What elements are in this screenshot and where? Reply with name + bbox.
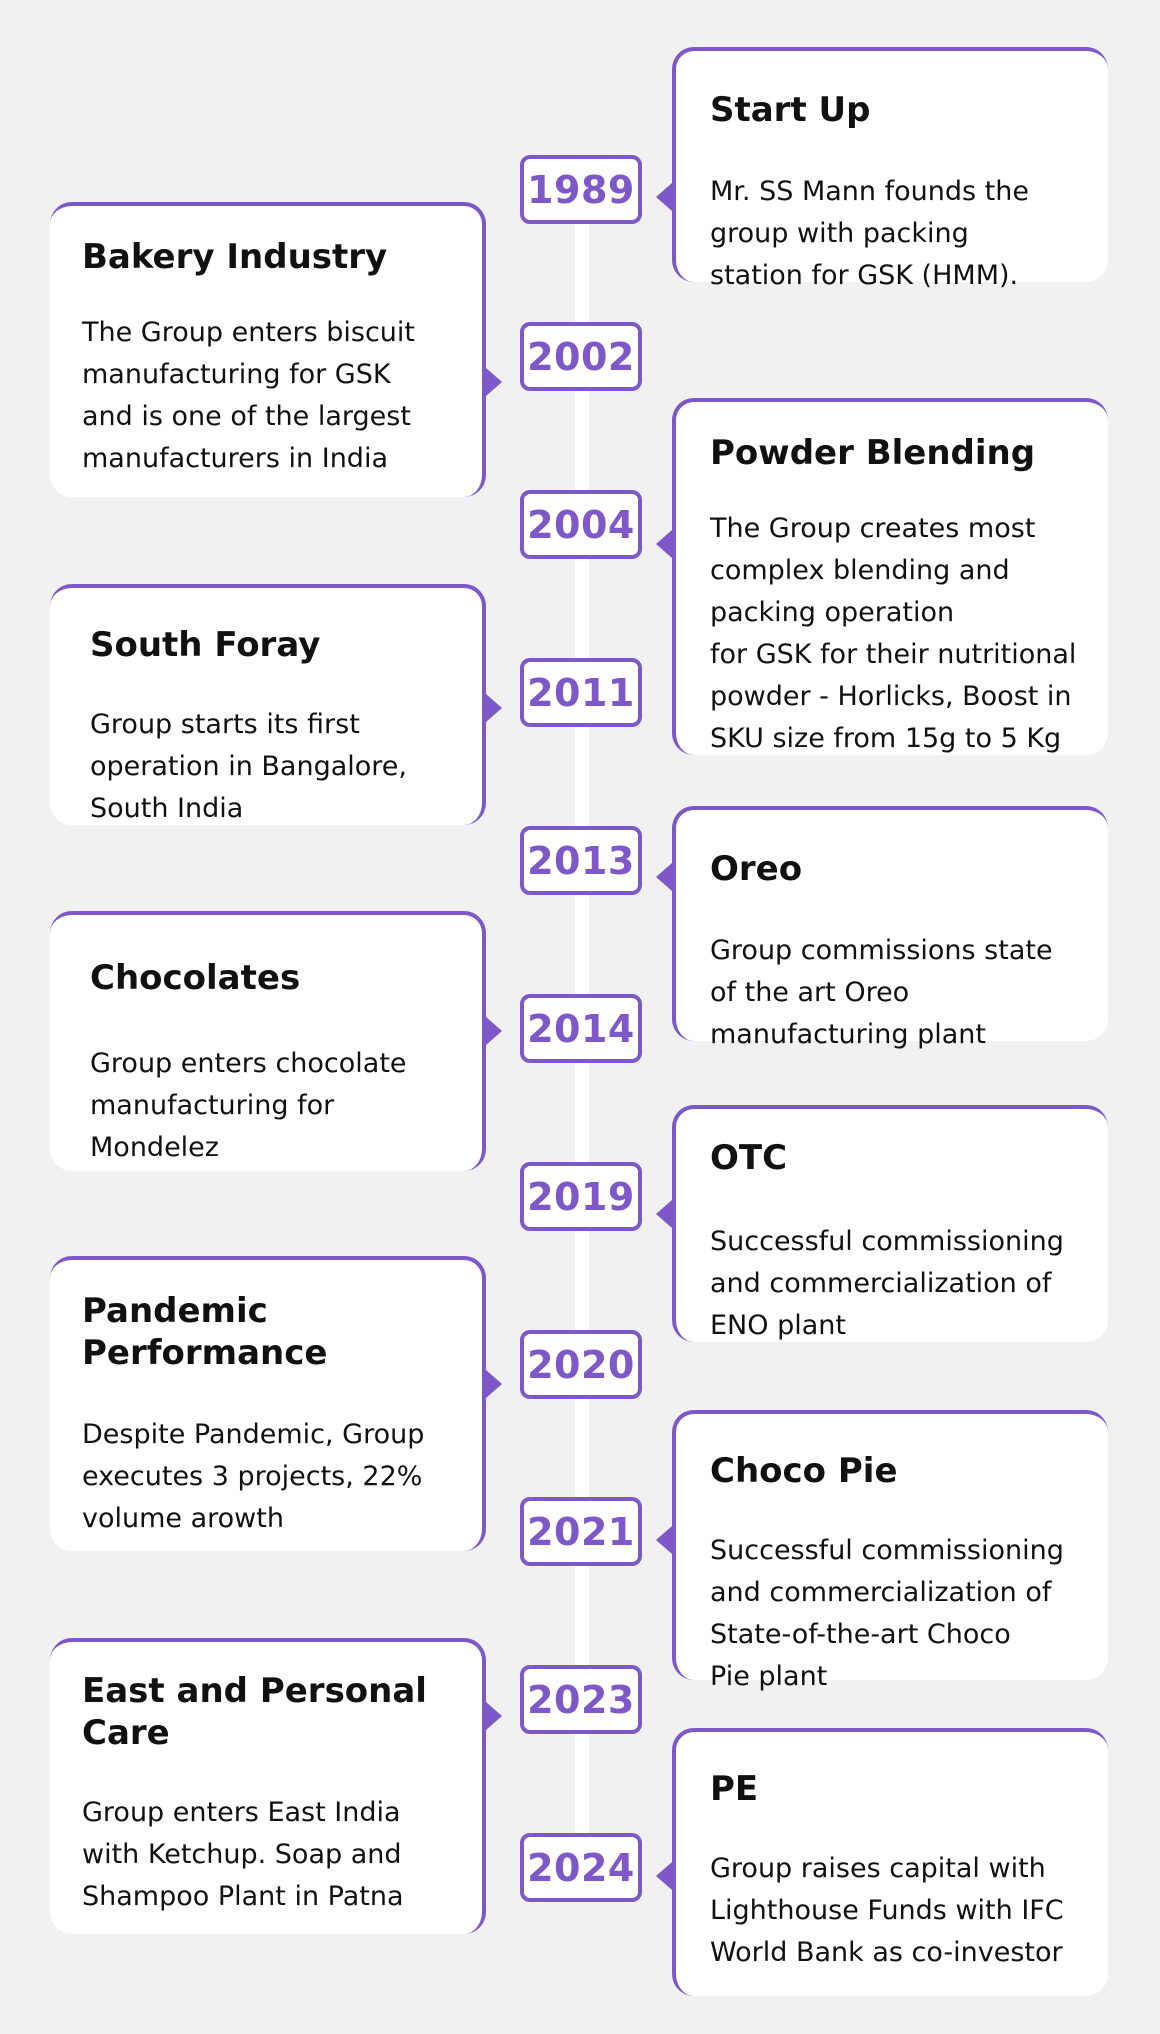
- milestone-card: Chocolates Group enters chocolate manufac…: [50, 911, 502, 1171]
- milestone-card: Oreo Group commissions state of the art O…: [656, 806, 1108, 1050]
- milestone-title: South Foray: [90, 625, 321, 665]
- milestone-title: PE: [710, 1769, 759, 1809]
- pointer-arrow-icon: [656, 1200, 672, 1228]
- milestone-title: Pandemic Performance: [82, 1291, 328, 1373]
- pointer-arrow-icon: [486, 694, 502, 722]
- milestone-title: OTC: [710, 1138, 788, 1178]
- milestone-description: Mr. SS Mann founds the group with packin…: [710, 176, 1029, 291]
- year-badge: 2024: [520, 1833, 642, 1902]
- pointer-arrow-icon: [486, 1702, 502, 1730]
- year-badge: 2019: [520, 1162, 642, 1231]
- milestone-title: Bakery Industry: [82, 237, 388, 277]
- pointer-arrow-icon: [486, 368, 502, 396]
- milestone-title: Chocolates: [90, 958, 301, 998]
- milestone-title: Start Up: [710, 90, 871, 130]
- pointer-arrow-icon: [656, 1526, 672, 1554]
- milestone-card: East and Personal Care Group enters East …: [50, 1638, 502, 1934]
- year-badge: 2014: [520, 994, 642, 1063]
- milestone-description: The Group enters biscuit manufacturing f…: [82, 317, 416, 474]
- pointer-arrow-icon: [486, 1017, 502, 1045]
- milestone-card: Bakery Industry The Group enters biscuit …: [50, 202, 502, 497]
- milestone-card: Pandemic Performance Despite Pandemic, Gr…: [50, 1256, 502, 1551]
- milestone-card: PE Group raises capital with Lighthouse F…: [656, 1728, 1108, 1996]
- year-badge: 2004: [520, 490, 642, 559]
- year-badge: 2023: [520, 1665, 642, 1734]
- milestone-description: The Group creates most complex blending …: [710, 513, 1077, 754]
- pointer-arrow-icon: [656, 1862, 672, 1890]
- milestone-card: Powder Blending The Group creates most co…: [656, 398, 1108, 755]
- milestone-description: Successful commissioning and commerciali…: [710, 1226, 1064, 1341]
- pointer-arrow-icon: [656, 183, 672, 211]
- milestone-title: East and Personal Care: [82, 1671, 427, 1753]
- milestone-description: Despite Pandemic, Group executes 3 proje…: [82, 1419, 425, 1534]
- milestone-card: Choco Pie Successful commissioning and co…: [656, 1410, 1108, 1692]
- pointer-arrow-icon: [486, 1370, 502, 1398]
- milestone-description: Group commissions state of the art Oreo …: [710, 935, 1053, 1050]
- milestone-card: Start Up Mr. SS Mann founds the group wit…: [656, 47, 1108, 291]
- milestone-description: Group enters chocolate manufacturing for…: [90, 1048, 407, 1163]
- year-badge: 1989: [520, 155, 642, 224]
- pointer-arrow-icon: [656, 863, 672, 891]
- milestone-title: Choco Pie: [710, 1451, 898, 1491]
- milestone-description: Successful commissioning and commerciali…: [710, 1535, 1064, 1692]
- milestone-card: OTC Successful commissioning and commerci…: [656, 1105, 1108, 1342]
- milestone-description: Group raises capital with Lighthouse Fun…: [710, 1853, 1064, 1968]
- year-badge: 2021: [520, 1497, 642, 1566]
- pointer-arrow-icon: [656, 530, 672, 558]
- year-badge: 2013: [520, 826, 642, 895]
- milestone-card: South Foray Group starts its first operat…: [50, 584, 502, 825]
- year-badge: 2020: [520, 1330, 642, 1399]
- milestone-description: Group starts its first operation in Bang…: [90, 709, 407, 824]
- year-badge: 2011: [520, 658, 642, 727]
- milestone-description: Group enters East India with Ketchup. So…: [82, 1797, 404, 1912]
- milestone-title: Powder Blending: [710, 433, 1036, 473]
- milestone-title: Oreo: [710, 849, 803, 889]
- year-badge: 2002: [520, 322, 642, 391]
